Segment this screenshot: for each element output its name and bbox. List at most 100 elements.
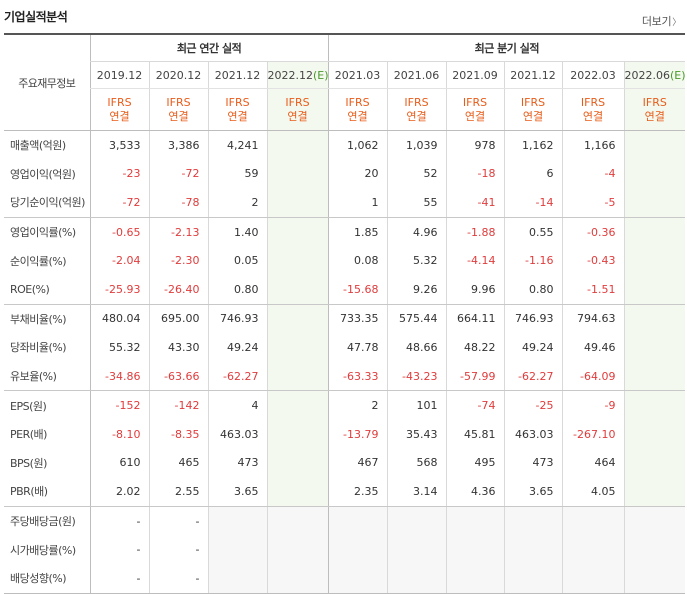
table-cell: 495 [445, 448, 505, 478]
table-cell: 1,039 [386, 130, 447, 160]
table-cell: 2.55 [148, 477, 208, 507]
table-cell: -64.09 [561, 361, 625, 392]
table-cell [327, 563, 388, 594]
table-cell: 463.03 [503, 419, 563, 449]
table-cell: 4.36 [445, 477, 505, 507]
table-cell: 6 [503, 159, 563, 189]
table-cell: 3,533 [89, 130, 149, 160]
table-cell: 3,386 [148, 130, 208, 160]
table-cell [266, 448, 329, 478]
consolidated-label: 연결 [406, 109, 427, 123]
table-cell [266, 419, 329, 449]
row-label: 주당배당금(원) [10, 515, 76, 529]
period-header: 2021.12 [207, 61, 267, 89]
table-cell [266, 390, 329, 420]
table-cell: 49.46 [561, 333, 625, 362]
ifrs-badge: IFRS 연결 [266, 88, 329, 131]
ifrs-badge: IFRS 연결 [89, 88, 149, 131]
table-row: 당기순이익(억원) -72 -78 2 1 55 -41 -14 -5 [4, 188, 686, 218]
table-cell: -8.10 [89, 419, 149, 449]
row-label: 당기순이익(억원) [4, 188, 90, 218]
table-cell: 2.35 [327, 477, 388, 507]
table-cell: - [89, 563, 149, 594]
table-body: 매출액(억원) 3,533 3,386 4,241 1,062 1,039 978 1,162… [4, 130, 686, 594]
row-label: 당좌비율(%) [10, 341, 67, 355]
table-cell: -62.27 [503, 361, 563, 392]
table-cell [207, 535, 267, 564]
period-header: 2021.03 [327, 61, 388, 89]
table-cell [561, 506, 625, 536]
table-cell [623, 390, 686, 420]
table-cell [266, 333, 329, 362]
row-label: 매출액(억원) [10, 139, 66, 153]
period-header: 2022.06(E) [623, 61, 686, 89]
table-cell: -5 [561, 188, 625, 218]
table-cell: 465 [148, 448, 208, 478]
table-cell [503, 535, 563, 564]
table-cell: 473 [503, 448, 563, 478]
table-cell [266, 217, 329, 247]
table-cell [386, 506, 447, 536]
period-header: 2021.09 [445, 61, 505, 89]
table-row: 매출액(억원) 3,533 3,386 4,241 1,062 1,039 978 1,162… [4, 130, 686, 160]
table-cell: 794.63 [561, 304, 625, 334]
ifrs-label: IFRS [642, 95, 667, 109]
table-cell: -14 [503, 188, 563, 218]
table-cell [623, 477, 686, 507]
ifrs-label: IFRS [107, 95, 132, 109]
period-text: 2022.12 [267, 68, 314, 82]
table-cell: - [148, 535, 208, 564]
table-cell: 746.93 [503, 304, 563, 334]
table-cell: 43.30 [148, 333, 208, 362]
row-label: 영업이익(억원) [10, 167, 76, 181]
table-cell: 55.32 [89, 333, 149, 362]
table-cell [266, 159, 329, 189]
table-cell: -62.27 [207, 361, 267, 392]
row-label: PER(배) [10, 428, 47, 442]
ifrs-label: IFRS [225, 95, 250, 109]
period-row: 2019.12 2020.12 2021.12 2022.12(E) 2021.03 20… [4, 61, 686, 89]
estimate-marker: (E) [313, 68, 329, 82]
consolidated-label: 연결 [522, 109, 544, 123]
table-cell: - [148, 506, 208, 536]
table-cell: 1.40 [207, 217, 267, 247]
table-cell: -74 [445, 390, 505, 420]
table-cell: 47.78 [327, 333, 388, 362]
table-cell: -0.43 [561, 246, 625, 275]
table-cell [561, 535, 625, 564]
ifrs-badge: IFRS 연결 [207, 88, 267, 131]
table-cell [503, 506, 563, 536]
accounting-row: IFRS 연결 IFRS 연결 IFRS 연결 IFRS 연결 IFRS 연결 IFRS 연결 IFRS… [4, 88, 686, 131]
table-cell: 568 [386, 448, 447, 478]
table-cell: -4.14 [445, 246, 505, 275]
table-cell: 733.35 [327, 304, 388, 334]
table-cell [623, 506, 686, 536]
table-cell [266, 274, 329, 305]
period-header: 2020.12 [148, 61, 208, 89]
period-text: 2022.06 [624, 68, 671, 82]
table-cell [623, 188, 686, 218]
table-cell: 1 [327, 188, 388, 218]
table-cell: 5.32 [386, 246, 447, 275]
ifrs-label: IFRS [285, 95, 310, 109]
row-label: 배당성향(%) [4, 563, 90, 594]
row-label: 부채비율(%) [10, 312, 67, 326]
table-cell: 59 [207, 159, 267, 189]
table-cell: -41 [445, 188, 505, 218]
table-row: PER(배) -8.10 -8.35 463.03 -13.79 35.43 45.81 46… [4, 419, 686, 449]
table-cell [623, 246, 686, 275]
table-cell [266, 535, 329, 564]
table-cell: 464 [561, 448, 625, 478]
table-cell: 9.96 [445, 274, 505, 305]
table-cell: 473 [207, 448, 267, 478]
consolidated-label: 연결 [347, 109, 368, 123]
table-cell: 3.14 [386, 477, 447, 507]
more-link[interactable]: 더보기〉 [642, 13, 681, 29]
table-cell [266, 304, 329, 334]
table-cell: 1,166 [561, 130, 625, 160]
table-cell: -1.16 [503, 246, 563, 275]
ifrs-label: IFRS [345, 95, 370, 109]
period-header: 2022.12(E) [266, 61, 329, 89]
table-cell: 3.65 [503, 477, 563, 507]
table-cell: 4.96 [386, 217, 447, 247]
